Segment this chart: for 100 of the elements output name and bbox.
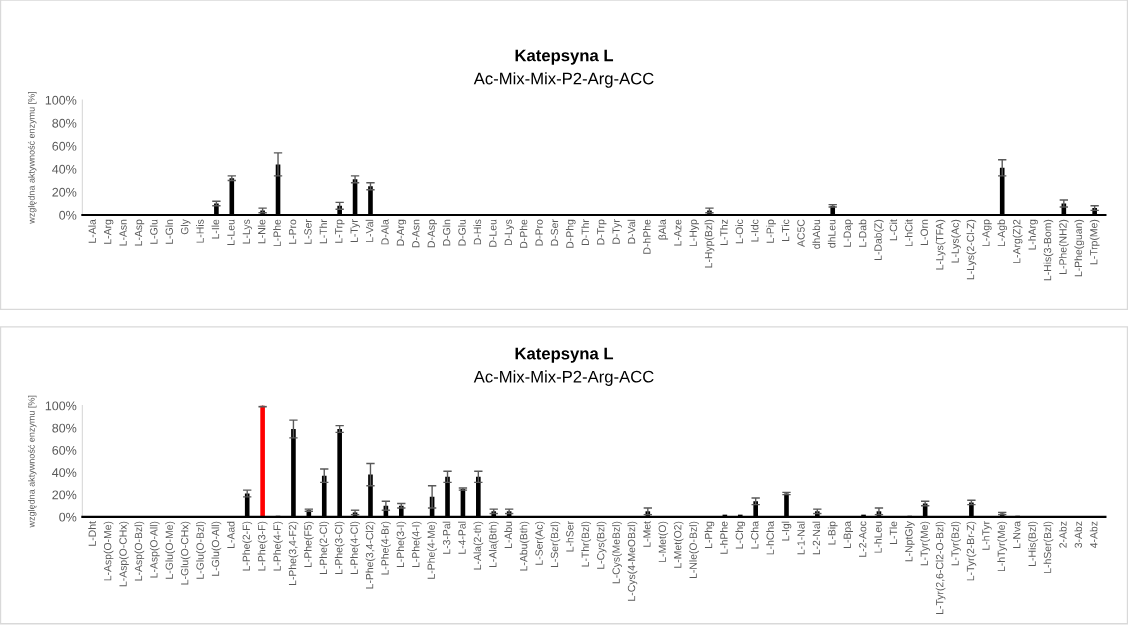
x-tick-label: L-Ile [211, 219, 220, 239]
x-tick-label: L-Igl [781, 521, 792, 541]
x-tick-label: L-Phe(3-I) [396, 521, 407, 568]
y-tick-label: 80% [52, 118, 77, 128]
x-tick-label: L-Trp [335, 219, 345, 243]
x-tick-label: D-Arg [396, 219, 407, 246]
x-tick-label: L-Arg(Z)2 [1012, 219, 1023, 263]
x-tick-label: L-Tle [889, 521, 898, 544]
y-tick-label: 60% [52, 445, 77, 455]
x-tick-label: L-His [196, 219, 204, 243]
x-tick-label: L-Cys(4-MeOBzl) [627, 521, 638, 601]
y-tick-label: 80% [52, 423, 77, 433]
x-tick-label: L-Asp [134, 219, 145, 246]
x-tick-label: L-Glu(O-CHx) [180, 521, 191, 585]
x-tick-label: L-Aad [226, 521, 235, 548]
x-tick-label: D-Ala [381, 219, 389, 245]
x-tick-label: L-Thr(Bzl) [581, 521, 592, 567]
x-tick-label: L-Phe(3-F) [257, 521, 268, 571]
x-tick-label: 2-Abz [1058, 521, 1067, 548]
x-tick-label: D-Pro [535, 219, 543, 246]
x-tick-label: L-Dap [843, 219, 853, 247]
x-tick-label: L-Phe(F5) [303, 521, 314, 568]
chart-subtitle: Ac-Mix-Mix-P2-Arg-ACC [473, 370, 654, 386]
y-tick-label: 40% [52, 164, 77, 174]
x-tick-label: D-Asn [412, 219, 420, 248]
x-tick-label: L-hLeu [874, 521, 882, 553]
x-tick-label: D-hPhe [642, 219, 651, 254]
x-tick-label: L-Tyr(2-Br-Z) [966, 521, 977, 581]
x-tick-label: L-hSer(Bzl) [1043, 521, 1054, 573]
x-tick-label: L-Idc [750, 219, 759, 242]
x-tick-label: L-Phe(3,4-F2) [288, 521, 299, 586]
x-tick-label: L-Tyr(2,6-Cl2-O-Bzl) [935, 521, 946, 614]
x-tick-label: L-Gln [165, 219, 173, 244]
x-tick-label: L-Lys [242, 219, 253, 244]
x-tick-label: L-2-Aoc [858, 521, 867, 557]
y-axis-title: względna aktywność enzymu [%] [27, 91, 37, 224]
x-tick-label: L-Nle [257, 219, 266, 244]
y-axis-title: względna aktywność enzymu [%] [27, 395, 37, 528]
x-tick-label: βAla [658, 219, 669, 240]
x-tick-label: L-Ala [88, 219, 96, 243]
x-tick-label: L-Phe(2-Cl) [319, 521, 330, 575]
x-tick-label: L-Abu(Bth) [519, 521, 530, 571]
x-tick-label: L-Bpa [843, 521, 853, 548]
x-tick-label: L-4-Pal [458, 521, 466, 554]
x-tick-label: L-Arg [104, 219, 114, 244]
x-tick-label: D-Tyr [612, 219, 622, 244]
y-tick-label: 60% [52, 141, 77, 151]
x-tick-label: L-Trp(Me) [1089, 219, 1100, 265]
x-tick-label: L-Glu(O-Me) [165, 521, 176, 579]
bar [260, 405, 265, 517]
x-tick-label: L-hPhe [720, 521, 728, 554]
x-tick-label: L-Lys(TFA) [935, 219, 946, 270]
x-tick-label: L-Phe(4-Br) [381, 521, 391, 575]
x-tick-label: L-3-Pal [442, 521, 451, 554]
x-tick-label: L-Asp(O-Me) [103, 521, 114, 581]
x-tick-label: L-Ala(Bth) [488, 521, 499, 568]
x-tick-label: L-Pro [288, 219, 297, 244]
x-tick-label: L-Phe(3-Cl) [334, 521, 345, 575]
x-tick-label: Gly [180, 219, 191, 235]
x-tick-label: L-Phe(2-F) [242, 521, 253, 571]
x-tick-label: D-Ser [550, 219, 559, 246]
x-tick-label: D-Glu [458, 219, 466, 246]
x-tick-label: L-Cit [889, 219, 898, 241]
x-tick-label: 4-Abz [1089, 521, 1098, 549]
x-tick-label: L-Phe(4-Me) [427, 521, 437, 579]
x-tick-label: L-Agb [997, 219, 1008, 247]
x-tick-label: D-Asp [427, 219, 437, 248]
x-tick-label: L-1-Nal [797, 521, 805, 555]
x-tick-label: L-Phe(NH2) [1058, 219, 1069, 274]
x-tick-label: D-Phe [519, 219, 528, 248]
x-tick-label: L-Phe(guan) [1074, 219, 1085, 277]
x-tick-label: L-hArg [1028, 219, 1038, 250]
chart-subtitle: Ac-Mix-Mix-P2-Arg-ACC [473, 72, 654, 88]
x-tick-label: L-2-Nal [812, 521, 821, 555]
x-tick-label: L-NptGly [904, 521, 915, 562]
y-tick-label: 20% [52, 187, 77, 197]
x-tick-label: L-Nle(O-Bzl) [689, 521, 699, 579]
x-tick-label: L-Cys(MeBzl) [612, 521, 622, 584]
x-tick-label: L-Nva [1013, 521, 1021, 548]
x-tick-label: L-Cha [750, 521, 759, 549]
x-tick-label: D-Leu [489, 219, 497, 247]
x-tick-label: L-Pip [766, 219, 776, 243]
x-tick-label: L-hCit [904, 219, 913, 247]
x-tick-label: L-Phe(4-Cl) [350, 521, 360, 575]
x-tick-label: L-hTyr [981, 521, 992, 550]
chart-title: Katepsyna L [515, 49, 614, 65]
x-tick-label: D-Gln [442, 219, 451, 246]
y-tick-label: 0% [59, 210, 77, 220]
x-tick-label: L-Bip [827, 521, 838, 545]
y-tick-label: 0% [59, 512, 77, 522]
x-tick-label: L-Val [365, 219, 374, 242]
x-tick-label: L-hTyr(Me) [997, 521, 1008, 572]
x-tick-label: L-Aze [674, 219, 682, 246]
x-tick-label: L-Ser [304, 219, 312, 244]
x-tick-label: L-hCha [766, 521, 774, 555]
x-tick-label: L-Dht [88, 521, 96, 546]
y-tick-label: 100% [45, 401, 77, 411]
x-tick-label: L-Asp(O-All) [149, 521, 160, 578]
x-tick-label: L-Orn [920, 219, 928, 245]
x-tick-label: L-Met [643, 521, 651, 547]
